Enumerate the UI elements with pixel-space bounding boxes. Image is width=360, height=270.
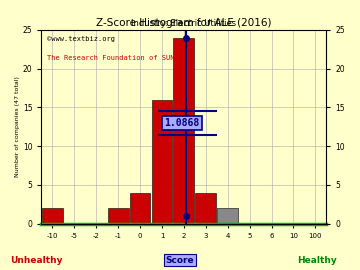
Bar	[152, 100, 172, 224]
Bar	[42, 208, 63, 224]
Bar	[195, 193, 216, 224]
Text: Healthy: Healthy	[297, 256, 337, 265]
Text: The Research Foundation of SUNY: The Research Foundation of SUNY	[47, 55, 179, 61]
Bar	[130, 193, 150, 224]
Text: Industry: Electric Utilities: Industry: Electric Utilities	[131, 19, 237, 28]
Text: ©www.textbiz.org: ©www.textbiz.org	[47, 36, 115, 42]
Text: Unhealthy: Unhealthy	[10, 256, 62, 265]
Y-axis label: Number of companies (47 total): Number of companies (47 total)	[15, 76, 20, 177]
Bar	[174, 38, 194, 224]
Bar	[108, 208, 129, 224]
Bar	[217, 208, 238, 224]
Text: Score: Score	[166, 256, 194, 265]
Text: 1.0868: 1.0868	[164, 118, 199, 128]
Title: Z-Score Histogram for ALE (2016): Z-Score Histogram for ALE (2016)	[96, 18, 272, 28]
